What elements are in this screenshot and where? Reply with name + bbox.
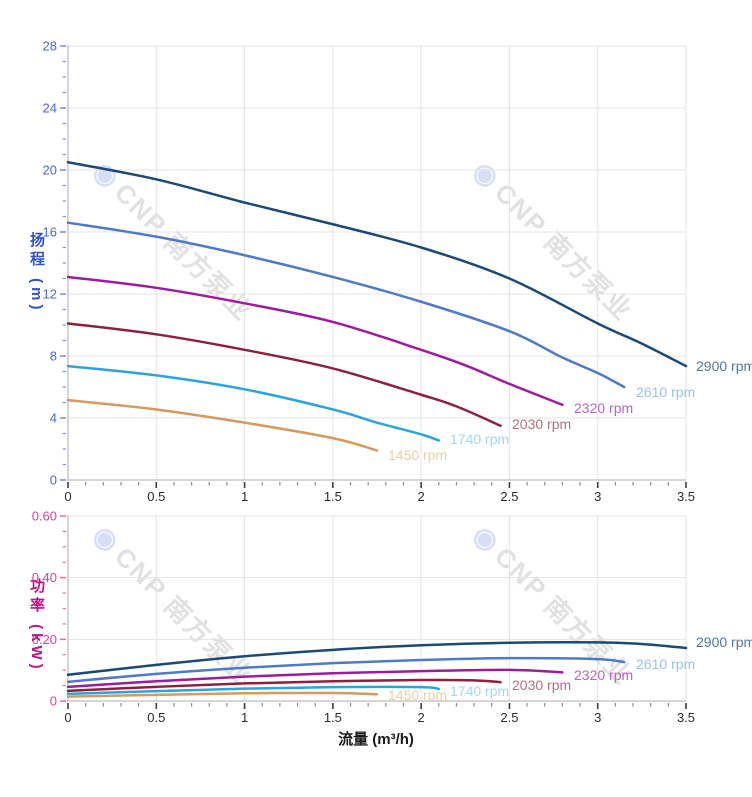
y-tick-label: 0.40: [32, 570, 57, 585]
curve-2900-rpm: [66, 161, 688, 368]
y-tick-label: 8: [50, 349, 57, 364]
head_chart-ticks: [60, 45, 687, 488]
x-tick-label: 3: [594, 710, 601, 725]
x-tick-label: 3.5: [677, 710, 695, 725]
x-tick-label: 0: [64, 710, 71, 725]
curve-label-1450-rpm: 1450 rpm: [388, 687, 447, 703]
curve-label-2610-rpm: 2610 rpm: [636, 656, 695, 672]
curve-1740-rpm: [66, 364, 441, 442]
y-tick-label: 16: [43, 225, 57, 240]
x-tick-label: 1: [241, 489, 248, 504]
curve-1740-rpm: [66, 685, 441, 696]
x-tick-label: 2.5: [500, 489, 518, 504]
curve-2320-rpm: [66, 668, 564, 689]
y-tick-label: 4: [50, 411, 57, 426]
curve-2030-rpm: [66, 322, 502, 427]
x-tick-label: 0.5: [147, 710, 165, 725]
head_chart-tick-labels: 0 4 8 12 16 20 24 28 0 0.5 1 1.5 2 2.5 3 3.5: [43, 39, 696, 505]
x-tick-label: 2.5: [500, 710, 518, 725]
curve-label-1740-rpm: 1740 rpm: [450, 683, 509, 699]
y-tick-label: 0.60: [32, 509, 57, 524]
x-tick-label: 2: [418, 489, 425, 504]
y-tick-label: 0: [50, 694, 57, 709]
x-tick-label: 1.5: [324, 710, 342, 725]
head_chart-grid: [68, 45, 687, 480]
y-tick-label: 24: [43, 101, 57, 116]
curve-label-2320-rpm: 2320 rpm: [574, 400, 633, 416]
curve-label-1450-rpm: 1450 rpm: [388, 447, 447, 463]
power_chart-ticks: [60, 515, 687, 709]
curve-2610-rpm: [66, 221, 626, 389]
curve-1450-rpm: [66, 691, 379, 698]
curve-2900-rpm: [66, 641, 688, 677]
y-tick-label: 12: [43, 287, 57, 302]
power-axis-title: 功率 (kW): [28, 578, 45, 673]
x-tick-label: 2: [418, 710, 425, 725]
curve-label-2030-rpm: 2030 rpm: [512, 416, 571, 432]
power_chart-axis: [67, 515, 686, 702]
head-axis-title: 扬程 (m): [28, 232, 45, 314]
curve-2610-rpm: [66, 656, 626, 684]
curve-label-2900-rpm: 2900 rpm: [696, 358, 752, 374]
x-tick-label: 1: [241, 710, 248, 725]
x-tick-label: 3.5: [677, 489, 695, 504]
curve-2320-rpm: [66, 275, 564, 407]
head_chart-axis: [67, 45, 686, 481]
curve-label-2610-rpm: 2610 rpm: [636, 384, 695, 400]
x-tick-label: 0: [64, 489, 71, 504]
curve-label-2320-rpm: 2320 rpm: [574, 667, 633, 683]
curve-label-2030-rpm: 2030 rpm: [512, 677, 571, 693]
y-tick-label: 28: [43, 39, 57, 54]
x-tick-label: 1.5: [324, 489, 342, 504]
curve-label-2900-rpm: 2900 rpm: [696, 634, 752, 650]
y-tick-label: 0: [50, 473, 57, 488]
flow-axis-title: 流量 (m³/h): [338, 731, 414, 748]
y-tick-label: 0.20: [32, 632, 57, 647]
x-tick-label: 0.5: [147, 489, 165, 504]
curve-2030-rpm: [66, 678, 502, 693]
curve-label-1740-rpm: 1740 rpm: [450, 431, 509, 447]
x-tick-label: 3: [594, 489, 601, 504]
power_chart-tick-labels: 0 0.20 0.40 0.60 0 0.5 1 1.5 2 2.5 3 3.5: [32, 509, 695, 726]
y-tick-label: 20: [43, 163, 57, 178]
curve-1450-rpm: [66, 398, 379, 452]
